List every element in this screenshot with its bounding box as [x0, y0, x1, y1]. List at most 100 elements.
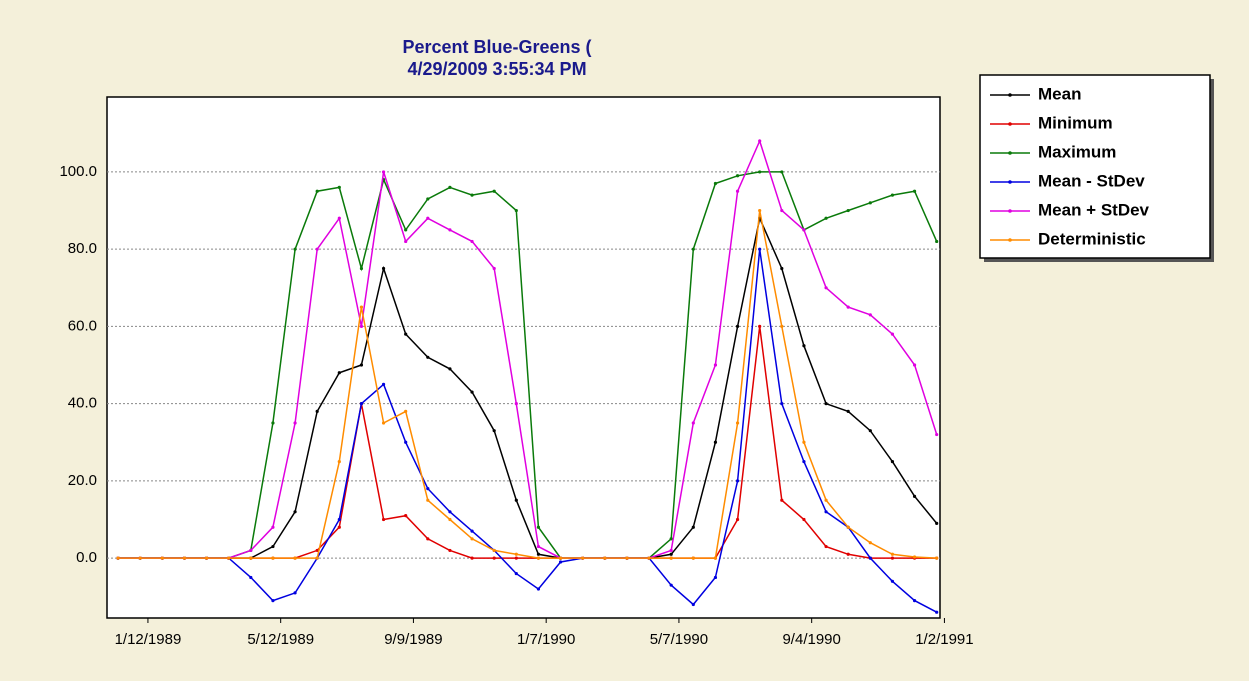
point [536, 544, 541, 549]
point [713, 440, 718, 444]
series-line [118, 138, 938, 559]
point [846, 208, 850, 213]
point [426, 498, 430, 502]
point [758, 170, 762, 174]
point [249, 575, 253, 580]
point [735, 174, 740, 178]
legend-box [979, 74, 1211, 259]
point [160, 556, 164, 560]
legend-marker [1008, 151, 1012, 155]
point [735, 517, 740, 522]
plot-area [106, 96, 941, 619]
point [182, 556, 187, 560]
point [293, 510, 297, 514]
legend-marker [1008, 209, 1012, 213]
point [404, 440, 408, 444]
point [337, 525, 341, 529]
point [735, 324, 740, 329]
point [249, 556, 253, 560]
point [713, 556, 718, 560]
point [448, 517, 452, 522]
x-tick-label: 9/4/1990 [782, 631, 840, 648]
point [426, 216, 430, 220]
point [492, 266, 496, 271]
y-tick-label: 20.0 [68, 472, 97, 489]
point [381, 421, 386, 425]
point [271, 544, 275, 549]
point [315, 247, 319, 251]
point [514, 402, 518, 406]
point [669, 552, 673, 556]
point [846, 409, 850, 413]
point [249, 548, 253, 553]
point [315, 189, 319, 193]
point [713, 181, 718, 186]
legend-marker [1008, 93, 1012, 97]
point [536, 587, 541, 591]
point [381, 170, 386, 174]
point [824, 216, 828, 220]
point [735, 189, 740, 193]
legend-label: Maximum [1038, 142, 1116, 161]
point [780, 266, 784, 271]
x-tick-label: 1/7/1990 [517, 631, 575, 648]
point [935, 239, 939, 244]
point [381, 517, 386, 522]
point [426, 487, 430, 491]
series-line [118, 210, 937, 559]
point [337, 185, 341, 189]
point [492, 548, 496, 553]
point [780, 402, 784, 406]
point [890, 193, 895, 197]
chart-subtitle: 4/29/2009 3:55:34 PM [407, 59, 586, 79]
point [802, 440, 806, 444]
point [404, 332, 408, 336]
series-line [118, 249, 938, 613]
point [912, 363, 917, 367]
point [359, 324, 364, 329]
point [116, 556, 120, 560]
point [713, 575, 718, 580]
point [868, 313, 872, 317]
legend-label: Minimum [1038, 113, 1113, 132]
point [536, 556, 541, 560]
point [404, 514, 408, 518]
point [448, 510, 452, 514]
point [448, 367, 452, 371]
point [470, 556, 474, 560]
point [890, 579, 895, 583]
point [890, 332, 895, 336]
point [890, 552, 895, 556]
point [337, 459, 341, 464]
point [315, 548, 319, 553]
point [758, 208, 762, 213]
legend-marker [1008, 238, 1012, 242]
point [824, 286, 828, 290]
point [381, 266, 386, 271]
point [470, 239, 474, 244]
point [802, 344, 806, 348]
point [691, 525, 695, 529]
point [625, 556, 629, 560]
point [359, 363, 364, 367]
point [315, 556, 319, 560]
point [691, 247, 695, 251]
point [470, 537, 474, 541]
point [912, 189, 917, 193]
x-tick-label: 1/2/1991 [915, 631, 973, 648]
point [404, 239, 408, 244]
point [271, 421, 275, 425]
point [691, 602, 695, 607]
x-tick-label: 5/7/1990 [650, 631, 708, 648]
legend-marker [1008, 180, 1012, 184]
point [426, 537, 430, 541]
point [426, 197, 430, 201]
x-tick-label: 1/12/1989 [115, 631, 182, 648]
point [780, 208, 784, 213]
point [824, 402, 828, 406]
point [713, 363, 718, 367]
point [514, 208, 518, 213]
point [138, 556, 142, 560]
point [558, 560, 563, 564]
